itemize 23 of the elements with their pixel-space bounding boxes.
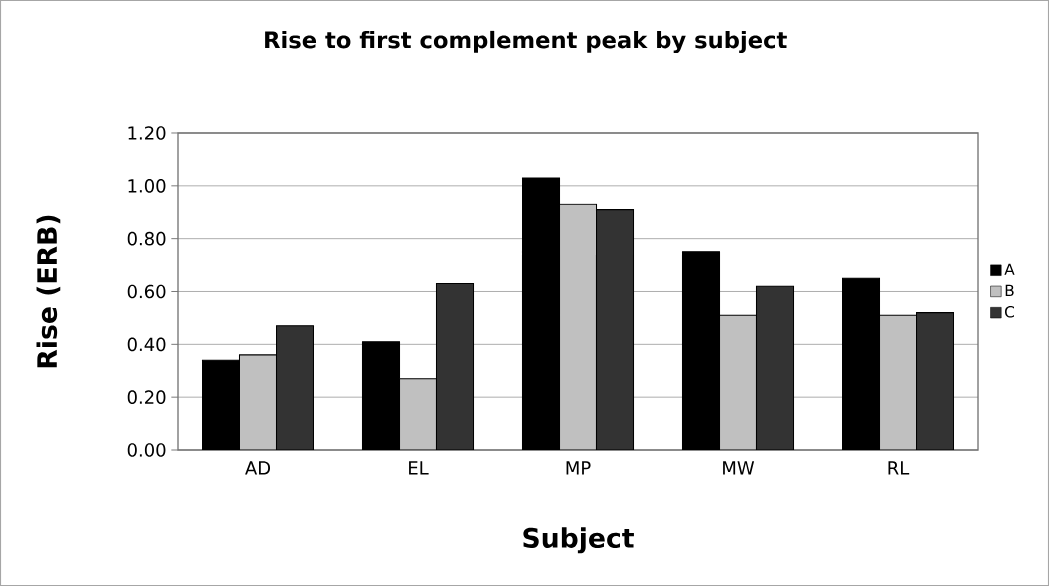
x-tick-label: RL [888, 461, 910, 475]
y-tick-label: 0.00 [127, 443, 166, 457]
bar [878, 314, 918, 450]
y-axis-title: Rise (ERB) [36, 215, 61, 368]
y-tick-label: 0.20 [127, 390, 166, 404]
y-tick-label: 0.80 [127, 231, 166, 246]
x-tick-label: MP [566, 461, 591, 475]
bar [398, 378, 438, 450]
x-tick-label: MW [723, 461, 755, 475]
legend-label: A [1004, 263, 1015, 275]
y-tick-label: 0.40 [127, 337, 166, 352]
x-tick-label: EL [409, 461, 429, 475]
x-axis-title: Subject [523, 527, 634, 554]
bar [558, 203, 598, 450]
chart-title: Rise to first complement peak by subject [265, 30, 787, 53]
x-tick-label: AD [245, 461, 271, 475]
bar [238, 354, 278, 450]
legend-label: C [1004, 305, 1015, 318]
y-tick-label: 1.00 [128, 179, 166, 193]
y-tick-label: 0.60 [127, 284, 166, 299]
y-tick-label: 1.20 [128, 126, 166, 140]
legend-label: B [1005, 284, 1014, 296]
bar [718, 314, 758, 450]
